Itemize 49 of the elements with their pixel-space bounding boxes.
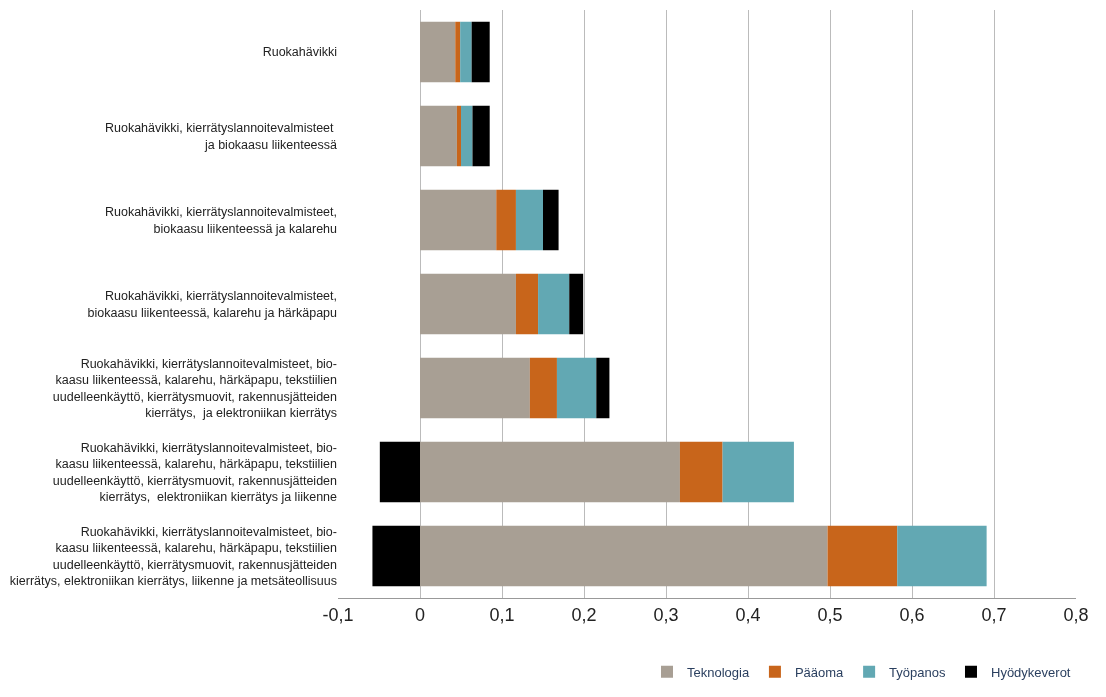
bar	[897, 525, 987, 587]
y-tick-label: Ruokahävikki, kierrätyslannoitevalmisteet, bio- kaasu liikenteessä, kalarehu, härkäpapu, tekstiilien uudelleenkäyttö, kierrätysmuovit, rakennusjätteiden kierrätys, elektroniikan kierrätys, liikenne ja metsäteollisuus	[9, 525, 338, 588]
x-tick-label: -0,1	[322, 604, 354, 625]
bar	[420, 21, 456, 83]
bar	[556, 357, 597, 419]
x-tick-label: 0,4	[735, 604, 761, 625]
x-tick-label: 0,2	[571, 604, 597, 625]
bar	[543, 189, 559, 251]
bar	[596, 357, 610, 419]
bar	[420, 441, 680, 503]
bar	[471, 21, 490, 83]
y-tick-label: Ruokahävikki	[262, 45, 337, 60]
bar	[569, 273, 584, 335]
x-tick-label: 0,8	[1063, 604, 1089, 625]
bar	[420, 273, 516, 335]
x-tick-label: 0,1	[489, 604, 515, 625]
bar	[538, 273, 570, 335]
bar	[460, 21, 472, 83]
y-tick-label: Ruokahävikki, kierrätyslannoitevalmisteet, bio- kaasu liikenteessä, kalarehu, härkäpapu, tekstiilien uudelleenkäyttö, kierrätysmuovit, rakennusjätteiden kierrätys, ja elektroniikan kierrätys	[52, 357, 338, 420]
bar	[529, 357, 557, 419]
x-tick-label: 0,5	[817, 604, 843, 625]
legend-label: Teknologia	[687, 664, 750, 680]
bar	[515, 189, 543, 251]
x-tick-label: 0,6	[899, 604, 925, 625]
y-tick-label: Ruokahävikki, kierrätyslannoitevalmisteet, biokaasu liikenteessä, kalarehu ja härkäpapu	[87, 289, 338, 320]
bar	[455, 21, 461, 83]
legend-label: Pääoma	[794, 664, 845, 680]
x-tick-label: 0,3	[653, 604, 679, 625]
bar	[472, 105, 490, 167]
bar	[679, 441, 723, 503]
bar	[379, 441, 420, 503]
y-tick-label: Ruokahävikki, kierrätyslannoitevalmisteet, bio- kaasu liikenteessä, kalarehu, härkäpapu, tekstiilien uudelleenkäyttö, kierrätysmuovit, rakennusjätteiden kierrätys, elektroniikan kierrätys ja liikenne	[52, 441, 338, 504]
x-tick-label: 0	[414, 604, 426, 625]
bar	[461, 105, 473, 167]
y-tick-label: Ruokahävikki, kierrätyslannoitevalmisteet ja biokaasu liikenteessä	[104, 121, 338, 152]
bar	[827, 525, 898, 587]
bar	[420, 105, 457, 167]
bar	[456, 105, 461, 167]
legend-label: Työpanos	[889, 664, 946, 680]
bar	[496, 189, 516, 251]
bar	[515, 273, 539, 335]
bar	[420, 189, 497, 251]
bar	[372, 525, 420, 587]
bar	[722, 441, 794, 503]
y-tick-label: Ruokahävikki, kierrätyslannoitevalmisteet, biokaasu liikenteessä ja kalarehu	[104, 205, 338, 236]
bar	[420, 525, 828, 587]
legend-label: Hyödykeverot	[990, 664, 1071, 680]
x-tick-label: 0,7	[981, 604, 1007, 625]
bar	[420, 357, 530, 419]
